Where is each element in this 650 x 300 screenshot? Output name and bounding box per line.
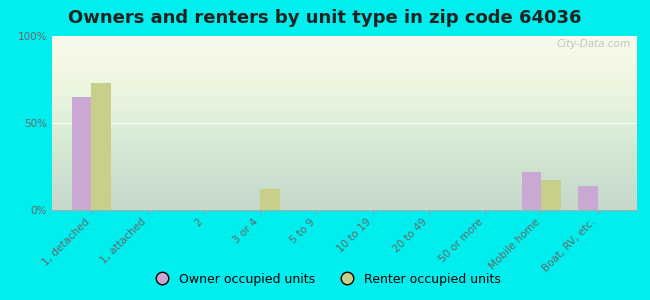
Bar bbox=[578, 186, 597, 210]
Text: City-Data.com: City-Data.com bbox=[557, 40, 631, 50]
Legend: Owner occupied units, Renter occupied units: Owner occupied units, Renter occupied un… bbox=[144, 268, 506, 291]
Bar bbox=[92, 83, 111, 210]
Bar bbox=[260, 189, 280, 210]
Bar bbox=[522, 172, 541, 210]
Bar bbox=[541, 180, 561, 210]
Bar bbox=[72, 97, 92, 210]
Text: Owners and renters by unit type in zip code 64036: Owners and renters by unit type in zip c… bbox=[68, 9, 582, 27]
